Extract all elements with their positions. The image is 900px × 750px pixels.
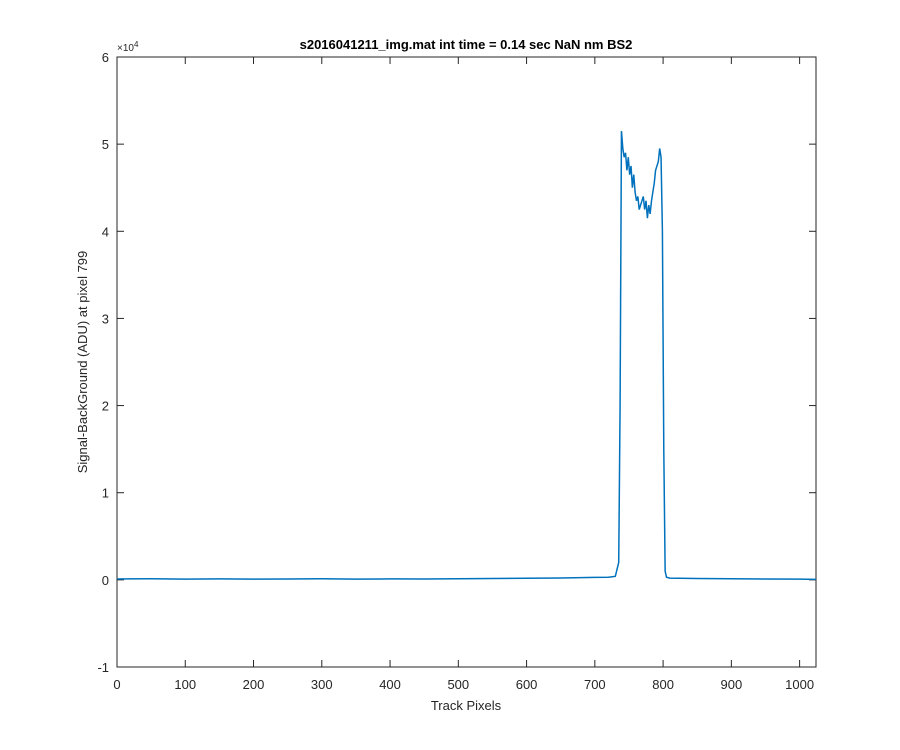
x-tick-label: 400 [379,677,401,692]
x-tick-label: 200 [243,677,265,692]
y-axis-ticks: -1 0 1 2 3 4 5 6 [97,50,816,675]
axes-box [116,56,817,668]
x-tick-label: 500 [447,677,469,692]
x-tick-label: 800 [652,677,674,692]
x-tick-label: 0 [113,677,120,692]
x-tick-label: 600 [516,677,538,692]
y-tick-label: 5 [102,137,109,152]
chart-title: s2016041211_img.mat int time = 0.14 sec … [300,37,633,52]
y-tick-label: 2 [102,399,109,414]
y-tick-label: 0 [102,573,109,588]
x-axis-label: Track Pixels [431,698,502,713]
y-tick-label: 3 [102,311,109,326]
x-axis-ticks: 0 100 200 300 400 500 600 700 800 900 1000 [113,57,814,692]
series-line [116,131,817,581]
y-tick-label: -1 [97,660,109,675]
x-tick-label: 100 [174,677,196,692]
y-axis-label: Signal-BackGround (ADU) at pixel 799 [75,251,90,474]
x-tick-label: 300 [311,677,333,692]
x-tick-label: 900 [721,677,743,692]
y-tick-label: 4 [102,224,109,239]
x-tick-label: 1000 [785,677,814,692]
x-tick-label: 700 [584,677,606,692]
y-tick-label: 6 [102,50,109,65]
y-axis-exponent-label: ×104 [117,40,139,54]
plot-area: 0 100 200 300 400 500 600 700 800 900 1000 -1 0 1 2 3 4… [97,50,817,692]
y-axis-exponent-power: 4 [134,40,139,49]
y-tick-label: 1 [102,486,109,501]
